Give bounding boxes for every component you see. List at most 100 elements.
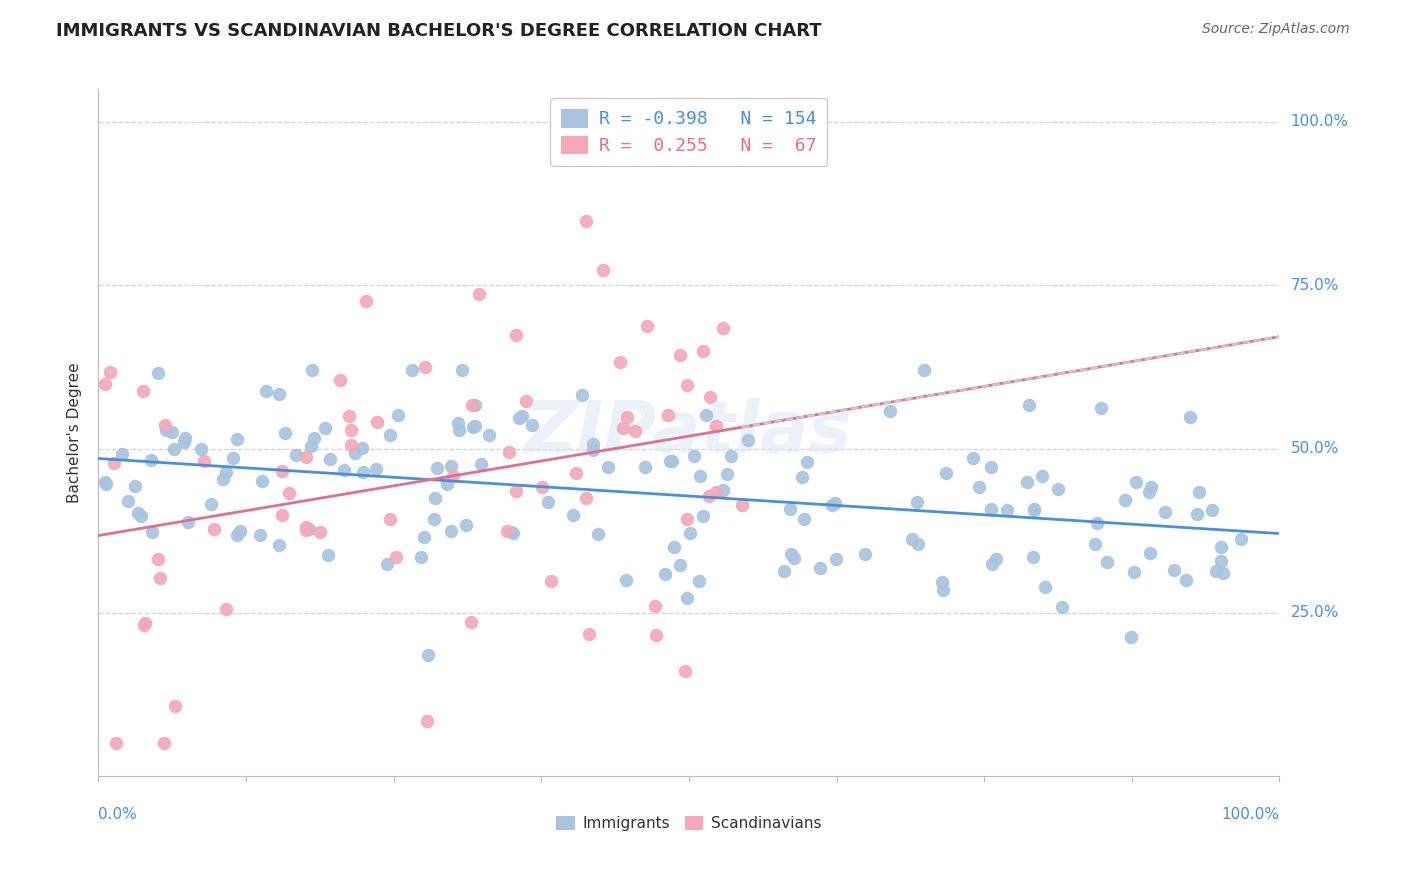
Text: ZIPatlas: ZIPatlas <box>526 398 852 467</box>
Point <box>447 417 470 431</box>
Point <box>412 531 434 545</box>
Point <box>415 714 437 729</box>
Point <box>824 496 846 510</box>
Point <box>675 512 697 526</box>
Point <box>531 480 554 494</box>
Point <box>308 525 330 540</box>
Point <box>1209 554 1232 568</box>
Point <box>678 526 700 541</box>
Point <box>139 453 162 467</box>
Point <box>790 470 813 484</box>
Text: 0.0%: 0.0% <box>98 806 138 822</box>
Point <box>470 457 492 471</box>
Point <box>295 450 318 464</box>
Point <box>249 528 271 542</box>
Point <box>1022 501 1045 516</box>
Point <box>96 476 118 491</box>
Point <box>711 483 734 497</box>
Point <box>796 455 818 469</box>
Point <box>416 648 439 662</box>
Point <box>634 460 657 475</box>
Point <box>508 410 530 425</box>
Point <box>270 508 292 523</box>
Text: 100.0%: 100.0% <box>1222 806 1279 822</box>
Point <box>401 363 423 377</box>
Point <box>515 393 537 408</box>
Point <box>779 502 801 516</box>
Point <box>1022 550 1045 565</box>
Point <box>117 494 139 508</box>
Point <box>932 582 955 597</box>
Point <box>460 615 482 629</box>
Point <box>1229 533 1251 547</box>
Point <box>984 552 1007 566</box>
Point <box>337 409 360 423</box>
Point <box>146 552 169 566</box>
Point <box>173 435 195 450</box>
Point <box>215 465 238 479</box>
Point <box>94 475 117 489</box>
Point <box>299 439 322 453</box>
Text: 50.0%: 50.0% <box>1291 442 1339 457</box>
Point <box>440 458 463 473</box>
Point <box>773 564 796 578</box>
Point <box>737 434 759 448</box>
Point <box>270 464 292 478</box>
Point <box>1018 398 1040 412</box>
Point <box>676 591 699 606</box>
Point <box>995 502 1018 516</box>
Point <box>1090 401 1112 415</box>
Point <box>662 540 685 554</box>
Point <box>1125 475 1147 490</box>
Point <box>931 575 953 590</box>
Point <box>596 459 619 474</box>
Point <box>441 469 464 483</box>
Point <box>981 558 1004 572</box>
Point <box>129 508 152 523</box>
Point <box>111 446 134 460</box>
Point <box>298 522 321 536</box>
Point <box>134 618 156 632</box>
Point <box>645 627 668 641</box>
Legend: Immigrants, Scandinavians: Immigrants, Scandinavians <box>550 810 828 837</box>
Point <box>540 574 562 588</box>
Point <box>901 533 924 547</box>
Text: IMMIGRANTS VS SCANDINAVIAN BACHELOR'S DEGREE CORRELATION CHART: IMMIGRANTS VS SCANDINAVIAN BACHELOR'S DE… <box>56 22 823 40</box>
Point <box>1174 573 1197 587</box>
Point <box>692 343 714 358</box>
Point <box>624 424 647 438</box>
Point <box>221 451 243 466</box>
Point <box>692 508 714 523</box>
Point <box>720 450 742 464</box>
Point <box>451 363 474 377</box>
Point <box>146 366 169 380</box>
Point <box>1114 492 1136 507</box>
Point <box>375 558 398 572</box>
Point <box>344 446 367 460</box>
Point <box>478 427 501 442</box>
Point <box>468 287 491 301</box>
Point <box>1087 516 1109 530</box>
Point <box>274 426 297 441</box>
Text: Source: ZipAtlas.com: Source: ZipAtlas.com <box>1202 22 1350 37</box>
Point <box>699 390 721 404</box>
Point <box>212 472 235 486</box>
Point <box>505 328 527 343</box>
Point <box>711 320 734 334</box>
Point <box>94 376 117 391</box>
Point <box>409 549 432 564</box>
Point <box>295 523 318 537</box>
Point <box>127 506 149 520</box>
Point <box>1139 546 1161 560</box>
Point <box>537 495 560 509</box>
Point <box>1031 468 1053 483</box>
Point <box>277 485 299 500</box>
Point <box>173 431 195 445</box>
Point <box>200 497 222 511</box>
Text: 100.0%: 100.0% <box>1291 114 1348 129</box>
Point <box>582 443 605 458</box>
Point <box>456 518 478 533</box>
Point <box>1209 541 1232 555</box>
Point <box>267 387 290 401</box>
Point <box>704 419 727 434</box>
